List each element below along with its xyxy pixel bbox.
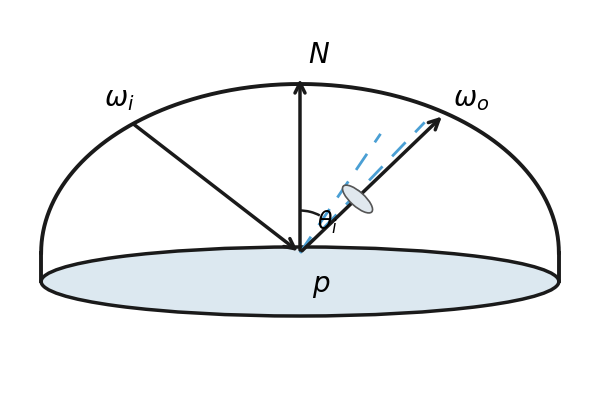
Ellipse shape	[343, 185, 373, 213]
Text: $\theta_i$: $\theta_i$	[317, 208, 338, 236]
Text: $p$: $p$	[311, 272, 330, 300]
Text: $\omega_i$: $\omega_i$	[104, 85, 135, 113]
Ellipse shape	[41, 247, 559, 316]
Text: $\omega_o$: $\omega_o$	[454, 85, 490, 113]
Text: $N$: $N$	[308, 41, 329, 69]
